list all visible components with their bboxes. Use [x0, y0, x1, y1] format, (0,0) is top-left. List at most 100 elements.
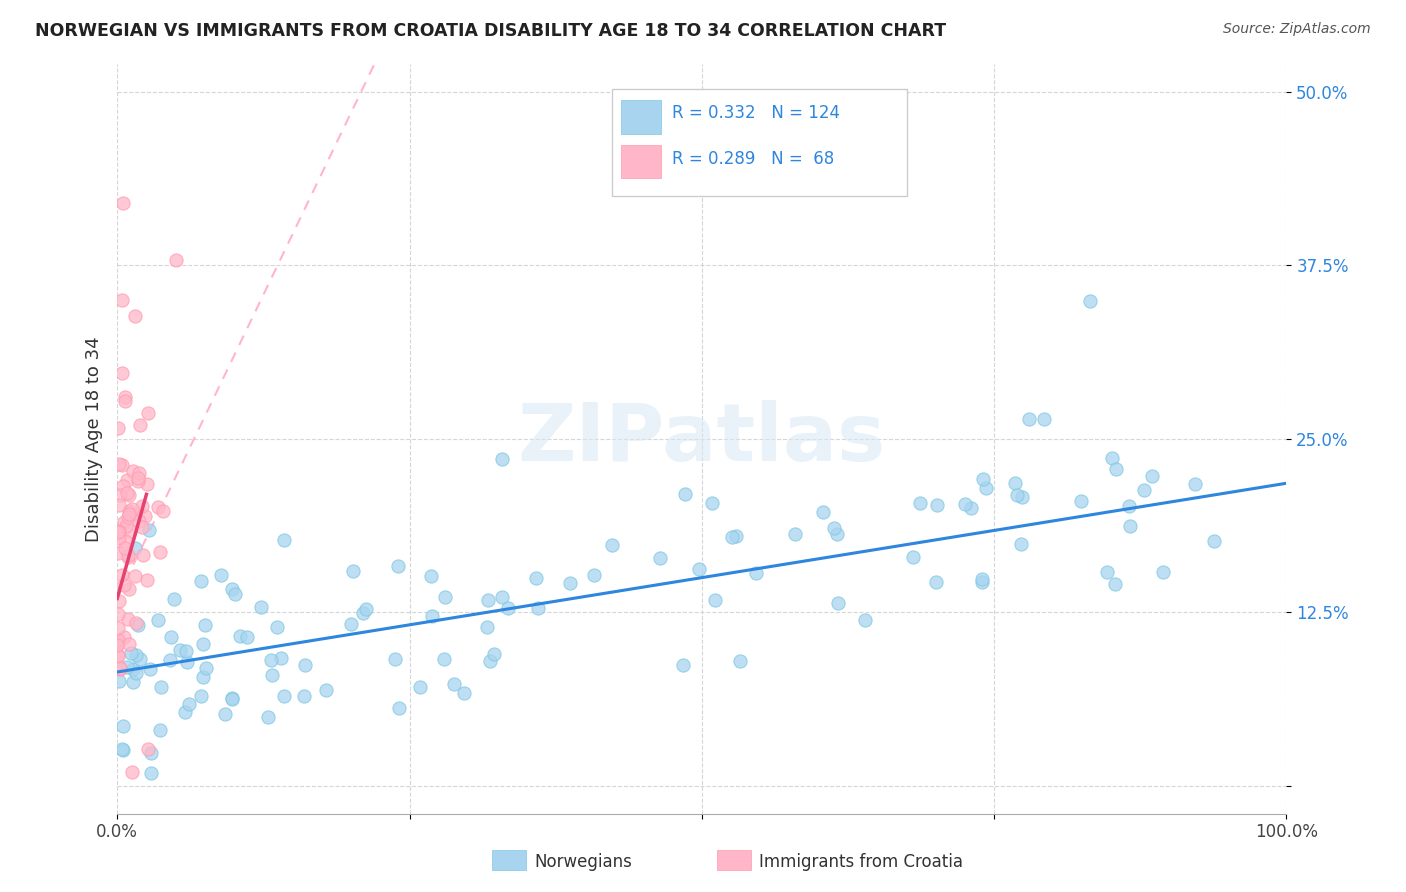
Point — [128, 466, 150, 480]
Point — [970, 574, 993, 589]
Point — [150, 680, 173, 694]
Point — [1118, 499, 1140, 513]
Text: Norwegians: Norwegians — [534, 853, 633, 871]
Point — [107, 607, 129, 622]
Point — [111, 366, 134, 380]
Point — [135, 477, 157, 491]
Point — [107, 632, 129, 647]
Point — [214, 706, 236, 721]
Point — [650, 550, 672, 565]
Point — [191, 670, 214, 684]
Point — [121, 502, 143, 516]
Text: Immigrants from Croatia: Immigrants from Croatia — [759, 853, 963, 871]
Point — [118, 503, 141, 517]
Point — [1142, 469, 1164, 483]
Point — [433, 652, 456, 666]
Point — [953, 497, 976, 511]
Point — [110, 661, 132, 675]
Point — [582, 568, 605, 582]
Point — [209, 567, 232, 582]
Point — [118, 582, 141, 596]
Point — [419, 569, 441, 583]
Point — [190, 574, 212, 588]
Point — [141, 746, 163, 760]
Point — [124, 541, 146, 555]
Point — [342, 564, 364, 578]
Point — [115, 659, 138, 673]
Point — [292, 689, 315, 703]
Point — [128, 514, 150, 528]
Point — [108, 594, 131, 608]
Point — [125, 666, 148, 681]
Point — [388, 701, 411, 715]
Point — [138, 523, 160, 537]
Point — [422, 608, 444, 623]
Point — [1004, 476, 1026, 491]
Point — [560, 575, 582, 590]
Point — [174, 644, 197, 658]
Point — [1119, 519, 1142, 533]
Point — [112, 479, 135, 493]
Point — [1184, 476, 1206, 491]
Point — [112, 515, 135, 529]
Point — [107, 638, 129, 652]
Point — [165, 252, 187, 267]
Point — [1095, 565, 1118, 579]
Point — [108, 498, 131, 512]
Point — [107, 421, 129, 435]
Point — [107, 525, 129, 540]
Point — [703, 593, 725, 607]
Point — [112, 578, 135, 592]
Point — [117, 612, 139, 626]
Point — [132, 548, 155, 562]
Point — [136, 573, 159, 587]
Point — [433, 590, 456, 604]
Y-axis label: Disability Age 18 to 34: Disability Age 18 to 34 — [86, 336, 103, 541]
Point — [484, 647, 506, 661]
Point — [138, 662, 160, 676]
Point — [118, 524, 141, 539]
Point — [114, 393, 136, 408]
Point — [1010, 536, 1032, 550]
Point — [259, 653, 281, 667]
Point — [972, 472, 994, 486]
Point — [108, 532, 131, 546]
Point — [673, 487, 696, 501]
Point — [108, 662, 131, 676]
Point — [266, 620, 288, 634]
Point — [409, 680, 432, 694]
Point — [115, 474, 138, 488]
Point — [273, 533, 295, 548]
Text: Source: ZipAtlas.com: Source: ZipAtlas.com — [1223, 22, 1371, 37]
Point — [229, 629, 252, 643]
Point — [496, 601, 519, 615]
Text: R = 0.289   N =  68: R = 0.289 N = 68 — [672, 150, 834, 168]
Point — [827, 596, 849, 610]
Point — [108, 457, 131, 471]
Point — [1202, 533, 1225, 548]
Point — [260, 668, 283, 682]
Point — [901, 550, 924, 565]
Point — [149, 545, 172, 559]
Point — [853, 613, 876, 627]
Point — [354, 602, 377, 616]
Point — [108, 673, 131, 688]
Point — [1078, 294, 1101, 309]
Point — [111, 458, 134, 472]
Point — [1133, 483, 1156, 497]
Point — [163, 592, 186, 607]
Point — [149, 723, 172, 737]
Point — [122, 662, 145, 676]
Point — [236, 630, 259, 644]
Point — [825, 527, 848, 541]
Point — [128, 417, 150, 432]
Point — [111, 742, 134, 756]
Point — [224, 587, 246, 601]
Point — [352, 606, 374, 620]
Point — [257, 710, 280, 724]
Point — [136, 741, 159, 756]
Point — [1152, 565, 1174, 579]
Point — [118, 507, 141, 521]
Point — [524, 571, 547, 585]
Point — [477, 592, 499, 607]
